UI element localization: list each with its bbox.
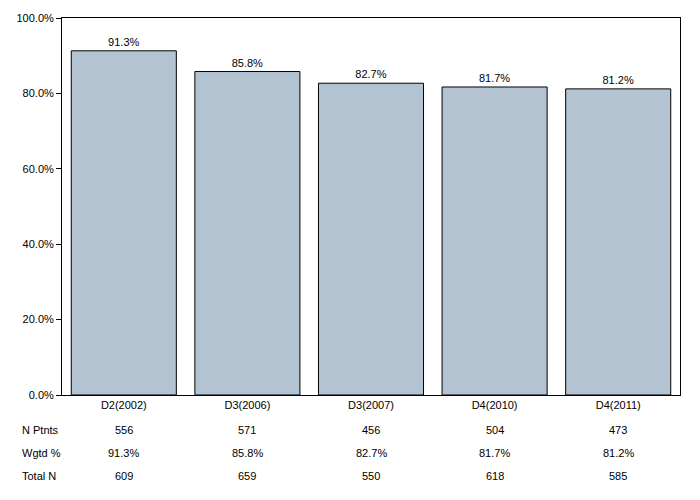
- svg-text:0.0%: 0.0%: [29, 389, 54, 401]
- svg-text:N Ptnts: N Ptnts: [22, 424, 59, 436]
- svg-text:85.8%: 85.8%: [232, 57, 263, 69]
- svg-text:609: 609: [115, 470, 133, 482]
- svg-text:20.0%: 20.0%: [23, 313, 54, 325]
- svg-text:504: 504: [486, 424, 504, 436]
- svg-text:571: 571: [238, 424, 256, 436]
- svg-text:82.7%: 82.7%: [355, 68, 386, 80]
- svg-text:80.0%: 80.0%: [23, 87, 54, 99]
- svg-text:81.7%: 81.7%: [479, 447, 510, 459]
- svg-text:Total N: Total N: [22, 470, 56, 482]
- svg-text:D4(2010): D4(2010): [472, 399, 518, 411]
- svg-text:85.8%: 85.8%: [232, 447, 263, 459]
- svg-text:550: 550: [362, 470, 380, 482]
- svg-text:D3(2007): D3(2007): [348, 399, 394, 411]
- svg-text:81.2%: 81.2%: [602, 74, 633, 86]
- svg-text:82.7%: 82.7%: [356, 447, 387, 459]
- svg-text:618: 618: [486, 470, 504, 482]
- svg-text:473: 473: [609, 424, 627, 436]
- svg-text:456: 456: [362, 424, 380, 436]
- svg-text:556: 556: [115, 424, 133, 436]
- svg-text:60.0%: 60.0%: [23, 163, 54, 175]
- svg-text:81.7%: 81.7%: [479, 72, 510, 84]
- svg-text:659: 659: [238, 470, 256, 482]
- svg-text:D4(2011): D4(2011): [596, 399, 641, 411]
- svg-text:91.3%: 91.3%: [108, 36, 139, 48]
- svg-text:Wgtd %: Wgtd %: [22, 447, 61, 459]
- svg-text:D2(2002): D2(2002): [101, 399, 147, 411]
- svg-text:D3(2006): D3(2006): [224, 399, 270, 411]
- svg-text:91.3%: 91.3%: [108, 447, 139, 459]
- svg-text:100.0%: 100.0%: [16, 12, 54, 24]
- svg-text:81.2%: 81.2%: [603, 447, 634, 459]
- svg-text:40.0%: 40.0%: [23, 238, 54, 250]
- svg-text:585: 585: [609, 470, 627, 482]
